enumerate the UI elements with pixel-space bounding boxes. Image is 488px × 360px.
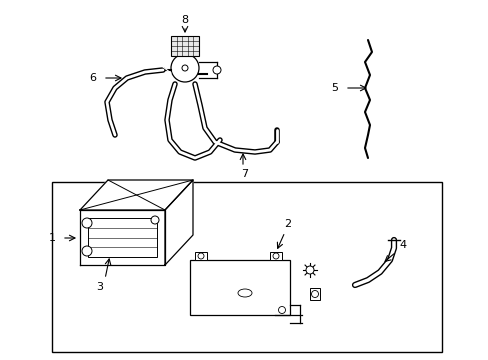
Bar <box>195 252 206 260</box>
Text: 1: 1 <box>48 233 55 243</box>
Polygon shape <box>164 180 193 265</box>
Circle shape <box>272 253 279 259</box>
Circle shape <box>82 218 92 228</box>
Bar <box>190 260 289 315</box>
Circle shape <box>213 66 221 74</box>
Ellipse shape <box>238 289 251 297</box>
Text: 8: 8 <box>181 15 188 25</box>
Polygon shape <box>80 180 193 210</box>
Bar <box>171 36 199 56</box>
Bar <box>309 288 319 300</box>
Polygon shape <box>80 210 164 265</box>
Text: 5: 5 <box>331 83 338 93</box>
Circle shape <box>198 253 203 259</box>
Circle shape <box>278 306 285 314</box>
Bar <box>269 252 282 260</box>
Text: 3: 3 <box>96 282 103 292</box>
Text: 7: 7 <box>241 169 248 179</box>
Circle shape <box>151 216 159 224</box>
Text: 2: 2 <box>284 219 291 229</box>
Circle shape <box>311 291 318 297</box>
Circle shape <box>171 54 199 82</box>
Circle shape <box>182 65 187 71</box>
Text: 4: 4 <box>399 240 406 250</box>
Bar <box>52 182 441 352</box>
Circle shape <box>82 246 92 256</box>
Bar <box>88 218 157 257</box>
Circle shape <box>305 266 313 274</box>
Text: 6: 6 <box>89 73 96 83</box>
